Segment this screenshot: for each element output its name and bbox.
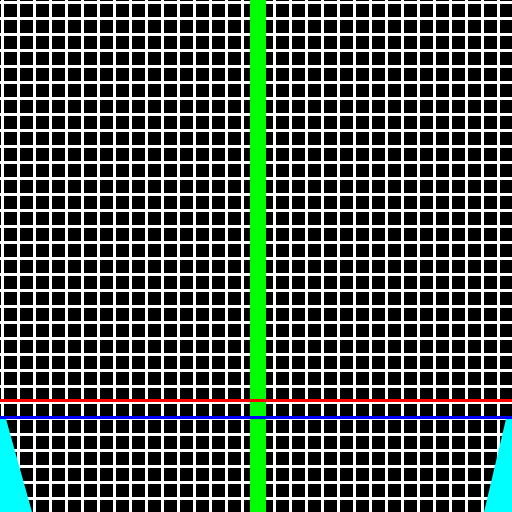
grid-line-vertical	[497, 0, 500, 512]
green-vertical-bar	[250, 0, 266, 512]
grid-line-vertical	[113, 0, 116, 512]
grid-line-vertical	[145, 0, 148, 512]
grid-line-vertical	[353, 0, 356, 512]
grid-line-vertical	[449, 0, 452, 512]
grid-line-vertical	[161, 0, 164, 512]
grid-line-vertical	[241, 0, 244, 512]
grid-line-vertical	[97, 0, 100, 512]
grid-line-vertical	[385, 0, 388, 512]
grid-line-vertical	[81, 0, 84, 512]
grid-line-vertical	[369, 0, 372, 512]
grid-line-vertical	[33, 0, 36, 512]
grid-line-vertical	[337, 0, 340, 512]
grid-line-vertical	[1, 0, 4, 512]
red-horizontal-line	[0, 399, 512, 402]
grid-line-vertical	[65, 0, 68, 512]
grid-line-vertical	[289, 0, 292, 512]
grid-line-vertical	[417, 0, 420, 512]
cyan-left-wedge	[0, 419, 32, 512]
grid-line-vertical	[17, 0, 20, 512]
grid-line-vertical	[193, 0, 196, 512]
grid-line-vertical	[321, 0, 324, 512]
grid-line-vertical	[465, 0, 468, 512]
grid-line-vertical	[401, 0, 404, 512]
blue-horizontal-line	[0, 416, 512, 419]
grid-line-vertical	[49, 0, 52, 512]
grid-line-vertical	[177, 0, 180, 512]
grid-line-vertical	[129, 0, 132, 512]
grid-line-vertical	[481, 0, 484, 512]
grid-line-vertical	[305, 0, 308, 512]
grid-line-vertical	[433, 0, 436, 512]
grid-line-vertical	[209, 0, 212, 512]
grid-line-vertical	[273, 0, 276, 512]
grid-line-vertical	[225, 0, 228, 512]
cyan-right-wedge	[484, 419, 512, 512]
